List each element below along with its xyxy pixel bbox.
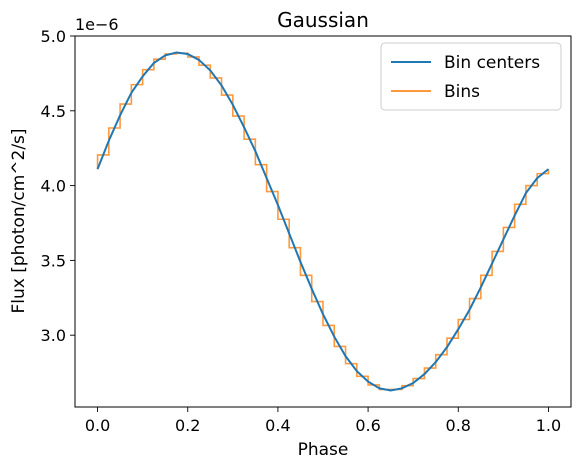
x-axis: 0.0 0.2 0.4 0.6 0.8 1.0 (85, 407, 561, 435)
y-tick-label: 4.0 (41, 177, 66, 196)
plot-frame (74, 35, 572, 408)
x-tick-label: 0.6 (355, 416, 380, 435)
series-bin-centers-line (96, 51, 550, 392)
x-tick-label: 1.0 (536, 416, 561, 435)
x-tick-label: 0.8 (446, 416, 471, 435)
legend: Bin centers Bins (380, 42, 562, 111)
y-tick-label: 5.0 (41, 27, 66, 46)
chart-title: Gaussian (277, 8, 369, 32)
x-tick-label: 0.0 (85, 416, 110, 435)
series-layer (96, 51, 550, 392)
y-tick-label: 3.0 (41, 326, 66, 345)
y-axis-label: Flux [photon/cm^2/s] (9, 128, 29, 313)
y-tick-label: 3.5 (41, 251, 66, 270)
legend-box (380, 42, 562, 111)
x-tick-label: 0.2 (175, 416, 200, 435)
y-tick-label: 4.5 (41, 102, 66, 121)
y-offset-text: 1e−6 (75, 15, 119, 34)
legend-label-bin-centers: Bin centers (444, 53, 540, 73)
x-tick-label: 0.4 (265, 416, 290, 435)
x-axis-label: Phase (298, 440, 349, 460)
y-axis: 3.0 3.5 4.0 4.5 5.0 (41, 27, 75, 345)
legend-label-bins: Bins (444, 82, 480, 102)
